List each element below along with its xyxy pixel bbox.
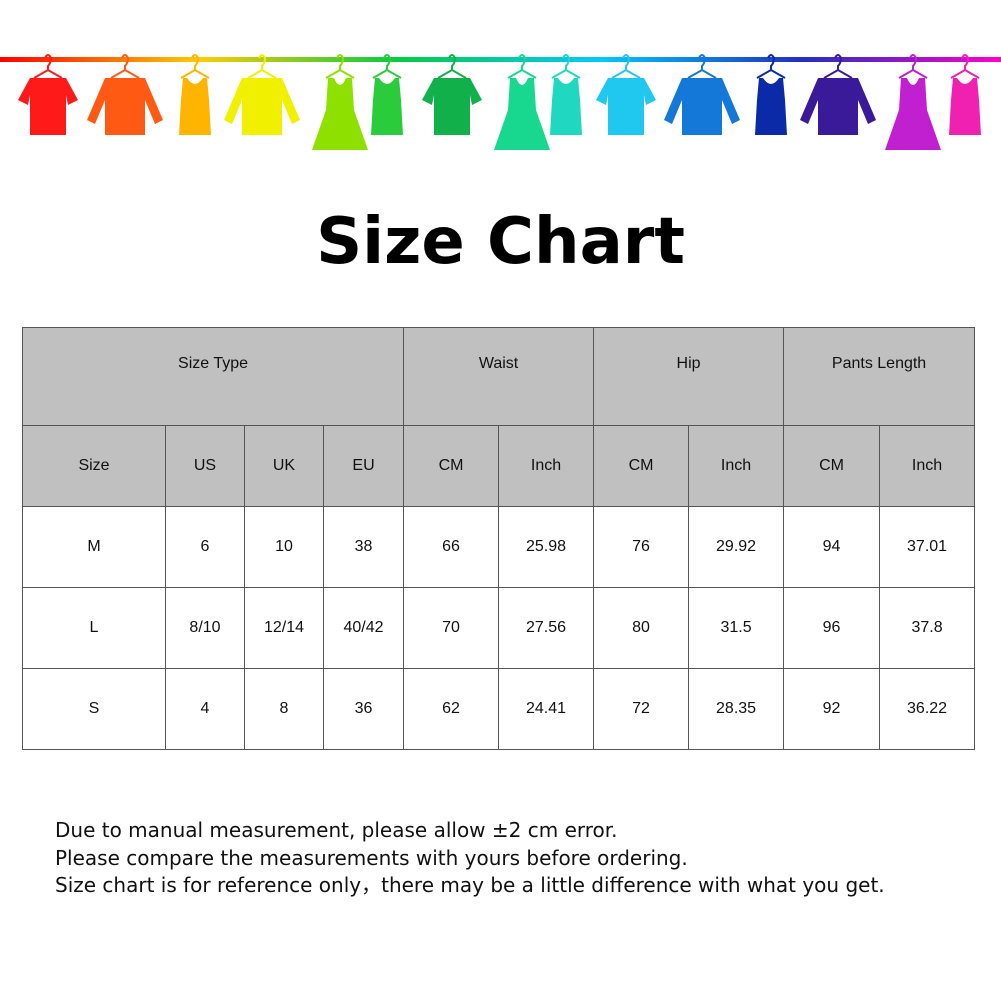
- group-header: Hip: [593, 327, 785, 426]
- table-cell: 28.35: [688, 668, 785, 750]
- table-cell: 94: [783, 506, 881, 588]
- table-cell: 62: [403, 668, 500, 750]
- group-header: Waist: [403, 327, 595, 426]
- table-cell: 37.8: [879, 587, 976, 669]
- column-header: Inch: [498, 425, 595, 507]
- column-header: UK: [244, 425, 324, 507]
- garment-jacket-icon: [800, 54, 876, 135]
- size-chart-table: Size Type Waist Hip Pants Length Size US U…: [21, 327, 976, 750]
- table-cell: 10: [244, 506, 324, 588]
- table-cell: M: [22, 506, 166, 588]
- garment-dress-icon: [312, 54, 368, 150]
- table-cell: 24.41: [498, 668, 595, 750]
- table-cell: 76: [593, 506, 690, 588]
- garment-jacket-icon: [224, 54, 300, 135]
- column-header: CM: [593, 425, 690, 507]
- table-cell: 40/42: [322, 587, 405, 669]
- table-row: L 8/10 12/14 40/42 70 27.56 80 31.5 96 37.8: [22, 587, 976, 669]
- notes: Due to manual measurement, please allow …: [55, 817, 885, 900]
- column-header: Inch: [879, 425, 976, 507]
- note-line: Size chart is for reference only，there m…: [55, 873, 885, 897]
- garment-tank-icon: [949, 54, 981, 135]
- garment-dress-icon: [494, 54, 550, 150]
- table-cell: 31.5: [688, 587, 785, 669]
- table-cell: 25.98: [498, 506, 595, 588]
- table-cell: 38: [322, 506, 405, 588]
- column-header: EU: [322, 425, 405, 507]
- garment-dress-icon: [885, 54, 941, 150]
- table-cell: 29.92: [688, 506, 785, 588]
- table-cell: 36: [322, 668, 405, 750]
- column-header: Inch: [688, 425, 785, 507]
- group-header-row: Size Type Waist Hip Pants Length: [21, 327, 976, 426]
- table-cell: 4: [165, 668, 245, 750]
- page-title: Size Chart: [316, 205, 685, 279]
- column-header-row: Size US UK EU CM Inch CM Inch CM Inch: [22, 425, 976, 507]
- column-header: Size: [22, 425, 166, 507]
- garment-tank-icon: [755, 54, 787, 135]
- table-cell: 8: [244, 668, 324, 750]
- garment-shirt-icon: [422, 54, 482, 135]
- group-header: Pants Length: [783, 327, 976, 426]
- table-cell: 66: [403, 506, 500, 588]
- group-header: Size Type: [21, 327, 405, 426]
- garment-jacket-icon: [664, 54, 740, 135]
- column-header: CM: [403, 425, 500, 507]
- note-line: Please compare the measurements with you…: [55, 845, 688, 870]
- garment-shirt-icon: [596, 54, 656, 135]
- column-header: US: [165, 425, 245, 507]
- table-cell: 37.01: [879, 506, 976, 588]
- clothes-rod: [0, 57, 1001, 62]
- table-cell: 36.22: [879, 668, 976, 750]
- table-cell: L: [22, 587, 166, 669]
- garment-tank-icon: [550, 54, 582, 135]
- garment-tank-icon: [371, 54, 403, 135]
- table-cell: 27.56: [498, 587, 595, 669]
- garment-tank-icon: [179, 54, 211, 135]
- table-cell: 12/14: [244, 587, 324, 669]
- table-cell: 8/10: [165, 587, 245, 669]
- table-cell: 92: [783, 668, 881, 750]
- garment-shirt-icon: [18, 54, 78, 135]
- table-cell: 70: [403, 587, 500, 669]
- note-line: Due to manual measurement, please allow …: [55, 818, 618, 842]
- column-header: CM: [783, 425, 881, 507]
- table-cell: 72: [593, 668, 690, 750]
- table-row: S 4 8 36 62 24.41 72 28.35 92 36.22: [22, 668, 976, 750]
- table-row: M 6 10 38 66 25.98 76 29.92 94 37.01: [22, 506, 976, 588]
- table-cell: 6: [165, 506, 245, 588]
- clothes-hanger-banner: [0, 54, 1001, 150]
- table-cell: 96: [783, 587, 881, 669]
- garment-jacket-icon: [87, 54, 163, 135]
- table-cell: S: [22, 668, 166, 750]
- table-cell: 80: [593, 587, 690, 669]
